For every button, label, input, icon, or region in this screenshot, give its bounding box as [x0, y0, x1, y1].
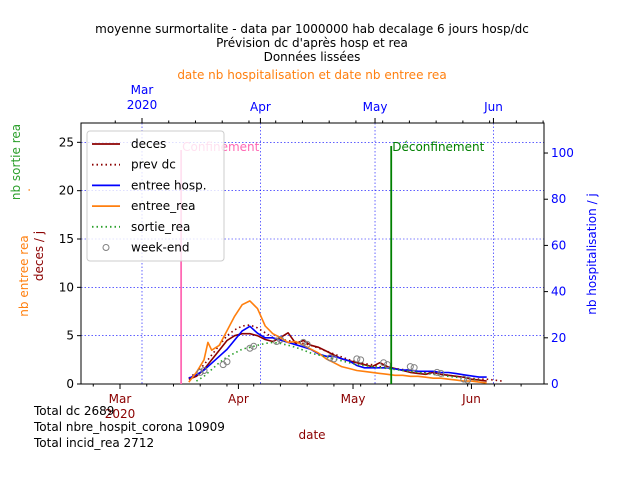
week-end-point: [303, 340, 311, 348]
right-axis-label: nb hospitalisation / j: [585, 193, 599, 315]
y-right-tick-label: 80: [551, 192, 566, 206]
series-line-prev-dc: [188, 324, 503, 382]
ylabel-dot: .: [19, 188, 33, 192]
chart-title-line-1: moyenne surmortalite - data par 1000000 …: [95, 22, 529, 36]
total-incid-rea: Total incid_rea 2712: [33, 436, 154, 450]
bottom-tick-label: May: [341, 392, 366, 406]
top-axis-label: date nb hospitalisation et date nb entre…: [177, 68, 446, 82]
y-left-tick-label: 15: [59, 232, 74, 246]
week-end-point: [410, 364, 418, 372]
week-end-point: [250, 342, 258, 350]
y-right-tick-label: 20: [551, 331, 566, 345]
y-left-tick-label: 0: [66, 377, 74, 391]
week-end-point: [437, 369, 445, 377]
week-end-point: [223, 358, 231, 366]
y-right-tick-label: 40: [551, 285, 566, 299]
bottom-tick-label: Apr: [228, 392, 249, 406]
legend-label: entree_rea: [131, 199, 196, 213]
legend: deces prev dc entree hosp. entree_reasortie…: [86, 130, 225, 262]
top-tick-year: 2020: [127, 98, 158, 112]
week-end-point: [326, 354, 334, 362]
y-right-tick-label: 100: [551, 146, 574, 160]
week-end-point: [196, 368, 204, 376]
top-tick-label: Mar: [131, 83, 154, 97]
series-line-entree-rea: [188, 300, 487, 384]
total-dc: Total dc 2689: [33, 404, 114, 418]
week-end-point: [464, 376, 472, 384]
week-end-point: [433, 368, 441, 376]
total-hospit: Total nbre_hospit_corona 10909: [33, 420, 225, 434]
bottom-tick-year: 2020: [105, 407, 136, 421]
week-end-point: [276, 336, 284, 344]
week-end-point: [200, 366, 208, 374]
legend-label: entree hosp.: [131, 178, 207, 192]
week-end-point: [460, 375, 468, 383]
week-end-point: [246, 344, 254, 352]
y-left-tick-label: 5: [66, 329, 74, 343]
legend-marker-week-end: [102, 244, 110, 251]
week-end-point: [273, 337, 281, 345]
week-end-point: [357, 356, 365, 364]
chart-title-line-3: Données lissées: [264, 50, 361, 64]
top-tick-label: Apr: [250, 100, 271, 114]
legend-label: deces: [131, 137, 166, 151]
ylabel-deces: deces / j: [32, 231, 46, 281]
week-end-point: [330, 355, 338, 363]
y-left-tick-label: 20: [59, 184, 74, 198]
ylabel-sortie-rea: nb sortie rea: [9, 124, 23, 200]
y-right-tick-label: 60: [551, 238, 566, 252]
week-end-point: [353, 355, 361, 363]
legend-label: week-end: [131, 241, 189, 255]
week-end-point: [380, 359, 388, 367]
annotation-label: Déconfinement: [392, 140, 484, 154]
y-left-tick-label: 25: [59, 135, 74, 149]
chart-title-line-2: Prévision dc d'après hosp et rea: [216, 36, 408, 50]
legend-label: sortie_rea: [131, 220, 190, 234]
bottom-tick-label: Mar: [109, 392, 132, 406]
legend-label: prev dc: [131, 158, 176, 172]
series-line-entree-hosp-: [188, 325, 487, 379]
y-right-tick-label: 0: [551, 377, 559, 391]
week-end-point: [299, 338, 307, 346]
legend-box: [86, 130, 225, 262]
week-end-point: [406, 363, 414, 371]
left-axis-label: nb sortie rea . nb entree rea deces / j: [9, 124, 46, 317]
ylabel-entree-rea: nb entree rea: [17, 235, 31, 316]
bottom-tick-label: Jun: [461, 392, 481, 406]
top-tick-label: Jun: [483, 100, 503, 114]
plot-area: [80, 122, 545, 385]
y-left-tick-label: 10: [59, 280, 74, 294]
top-tick-label: May: [363, 100, 388, 114]
series-lines: [188, 300, 503, 384]
annotations: ConfinementDéconfinement: [180, 140, 485, 384]
x-axis-label: date: [298, 428, 325, 442]
